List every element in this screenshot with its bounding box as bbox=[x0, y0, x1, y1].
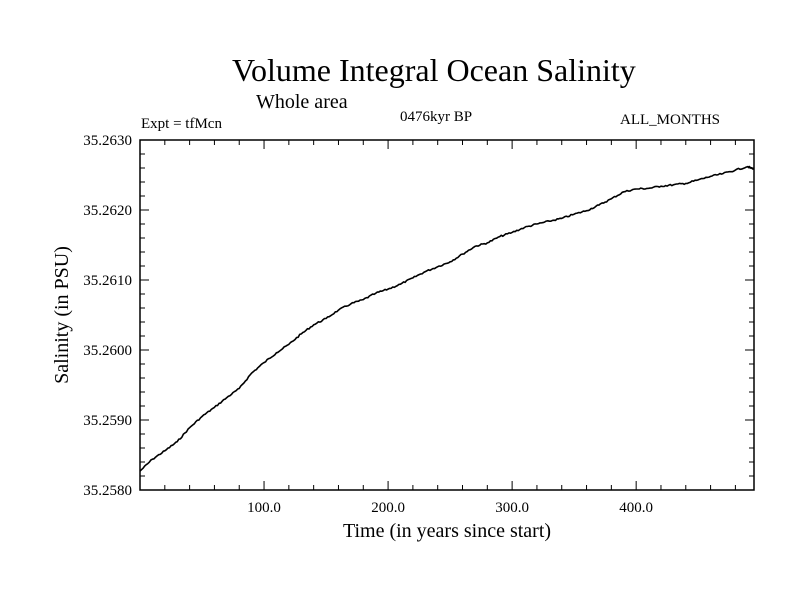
y-axis-label: Salinity (in PSU) bbox=[51, 246, 73, 384]
x-tick-label: 300.0 bbox=[495, 500, 529, 516]
y-tick-labels: 35.2580 35.2590 35.2600 35.2610 35.2620 35.26… bbox=[83, 133, 132, 499]
salinity-series-line bbox=[139, 165, 755, 472]
chart-title: Volume Integral Ocean Salinity bbox=[232, 52, 636, 88]
x-tick-labels: 100.0 200.0 300.0 400.0 bbox=[247, 500, 653, 516]
experiment-label: Expt = tfMcn bbox=[141, 116, 222, 132]
x-tick-label: 400.0 bbox=[619, 500, 653, 516]
x-axis-label: Time (in years since start) bbox=[343, 520, 551, 542]
x-tick-label: 200.0 bbox=[371, 500, 405, 516]
plot-frame bbox=[139, 139, 755, 491]
period-label: 0476kyr BP bbox=[400, 109, 473, 125]
y-tick-label: 35.2600 bbox=[83, 343, 132, 359]
months-label: ALL_MONTHS bbox=[620, 112, 720, 128]
y-tick-label: 35.2590 bbox=[83, 413, 132, 429]
y-tick-label: 35.2610 bbox=[83, 273, 132, 289]
y-tick-label: 35.2580 bbox=[83, 483, 132, 499]
axis-ticks bbox=[140, 140, 754, 490]
y-tick-label: 35.2630 bbox=[83, 133, 132, 149]
chart-subtitle: Whole area bbox=[256, 91, 348, 113]
y-tick-label: 35.2620 bbox=[83, 203, 132, 219]
x-tick-label: 100.0 bbox=[247, 500, 281, 516]
